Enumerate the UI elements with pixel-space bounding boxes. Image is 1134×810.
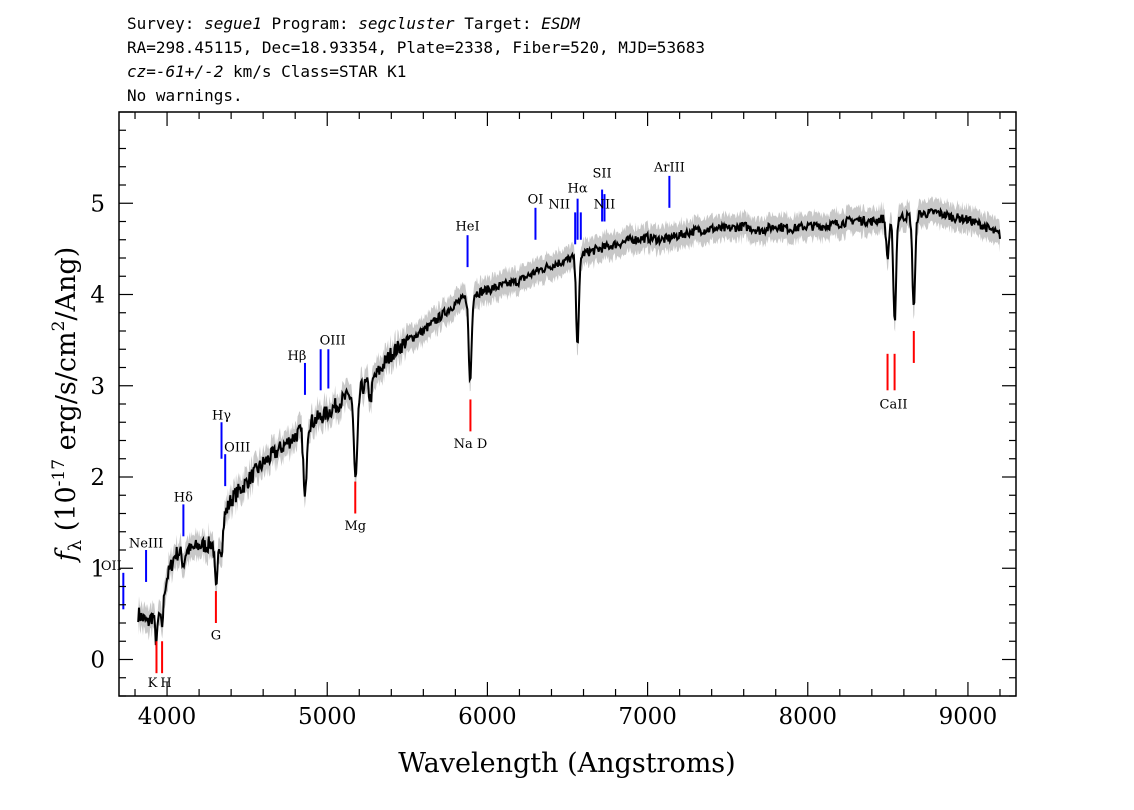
line-label-0: OII [101, 559, 122, 574]
program-value: segcluster [358, 14, 455, 33]
flux-line [137, 206, 1001, 646]
line-label-13: NII [594, 198, 616, 213]
y-tick-label: 1 [90, 556, 105, 582]
line-label-1: NeIII [129, 536, 163, 551]
line-label-7: HeI [455, 220, 479, 235]
line-label-14: ArIII [653, 160, 685, 175]
line-label-6: OIII [320, 334, 346, 349]
header-line-3: cz=-61+/-2 km/s Class=STAR K1 [127, 60, 705, 84]
line-label-10: Hα [568, 181, 588, 196]
cz-label: cz= [127, 62, 156, 81]
program-label: Program: [271, 14, 349, 33]
y-tick-label: 4 [90, 283, 105, 309]
class-text: km/s Class=STAR K1 [223, 62, 407, 81]
x-tick-label: 5000 [298, 704, 357, 730]
line-label-17: G [211, 628, 221, 643]
line-label-19: Na D [454, 437, 488, 452]
x-tick-label: 9000 [939, 704, 998, 730]
spectral-lines-layer: OII NeIII Hδ Hγ OIII Hβ OIII HeI OI NII Hα SII NII Ar… [101, 160, 915, 691]
line-label-9: NII [548, 198, 570, 213]
spectrum-header: Survey: segue1 Program: segcluster Targe… [127, 12, 705, 108]
x-axis-label: Wavelength (Angstroms) [398, 748, 735, 779]
header-line-2: RA=298.45115, Dec=18.93354, Plate=2338, … [127, 38, 705, 57]
y-tick-label: 5 [90, 191, 105, 217]
line-label-16: H [160, 676, 171, 691]
cz-value: -61+/-2 [155, 62, 224, 81]
line-label-12: SII [593, 167, 612, 182]
line-label-18: Mg [344, 519, 366, 534]
line-label-8: OI [528, 192, 544, 207]
flux-error-band [138, 196, 1000, 658]
header-line-1: Survey: segue1 Program: segcluster Targe… [127, 12, 705, 36]
y-tick-label: 3 [90, 374, 105, 400]
line-label-15: K [148, 676, 158, 691]
x-tick-label: 4000 [138, 704, 197, 730]
x-tick-label: 7000 [618, 704, 677, 730]
y-axis-label-group: fλ (10-17 erg/s/cm2/Ang) [49, 247, 86, 563]
error-band-layer [138, 196, 1000, 658]
target-label: Target: [464, 14, 532, 33]
header-line-4: No warnings. [127, 86, 243, 105]
y-tick-label: 2 [90, 465, 105, 491]
line-label-3: Hγ [212, 409, 231, 424]
survey-value: segue1 [204, 14, 262, 33]
y-axis-label: fλ (10-17 erg/s/cm2/Ang) [49, 247, 86, 563]
line-label-4: OIII [224, 440, 250, 455]
target-value: ESDM [541, 14, 580, 33]
line-label-20: CaII [880, 398, 908, 413]
axis-ticks: 4000 5000 6000 7000 8000 9000 0 1 2 3 4 5 [90, 111, 1016, 730]
line-label-2: Hδ [174, 491, 193, 506]
x-tick-label: 8000 [778, 704, 837, 730]
line-label-5: Hβ [288, 349, 307, 364]
x-tick-label: 6000 [458, 704, 517, 730]
flux-layer [137, 206, 1001, 646]
survey-label: Survey: [127, 14, 195, 33]
y-tick-label: 0 [90, 648, 105, 674]
